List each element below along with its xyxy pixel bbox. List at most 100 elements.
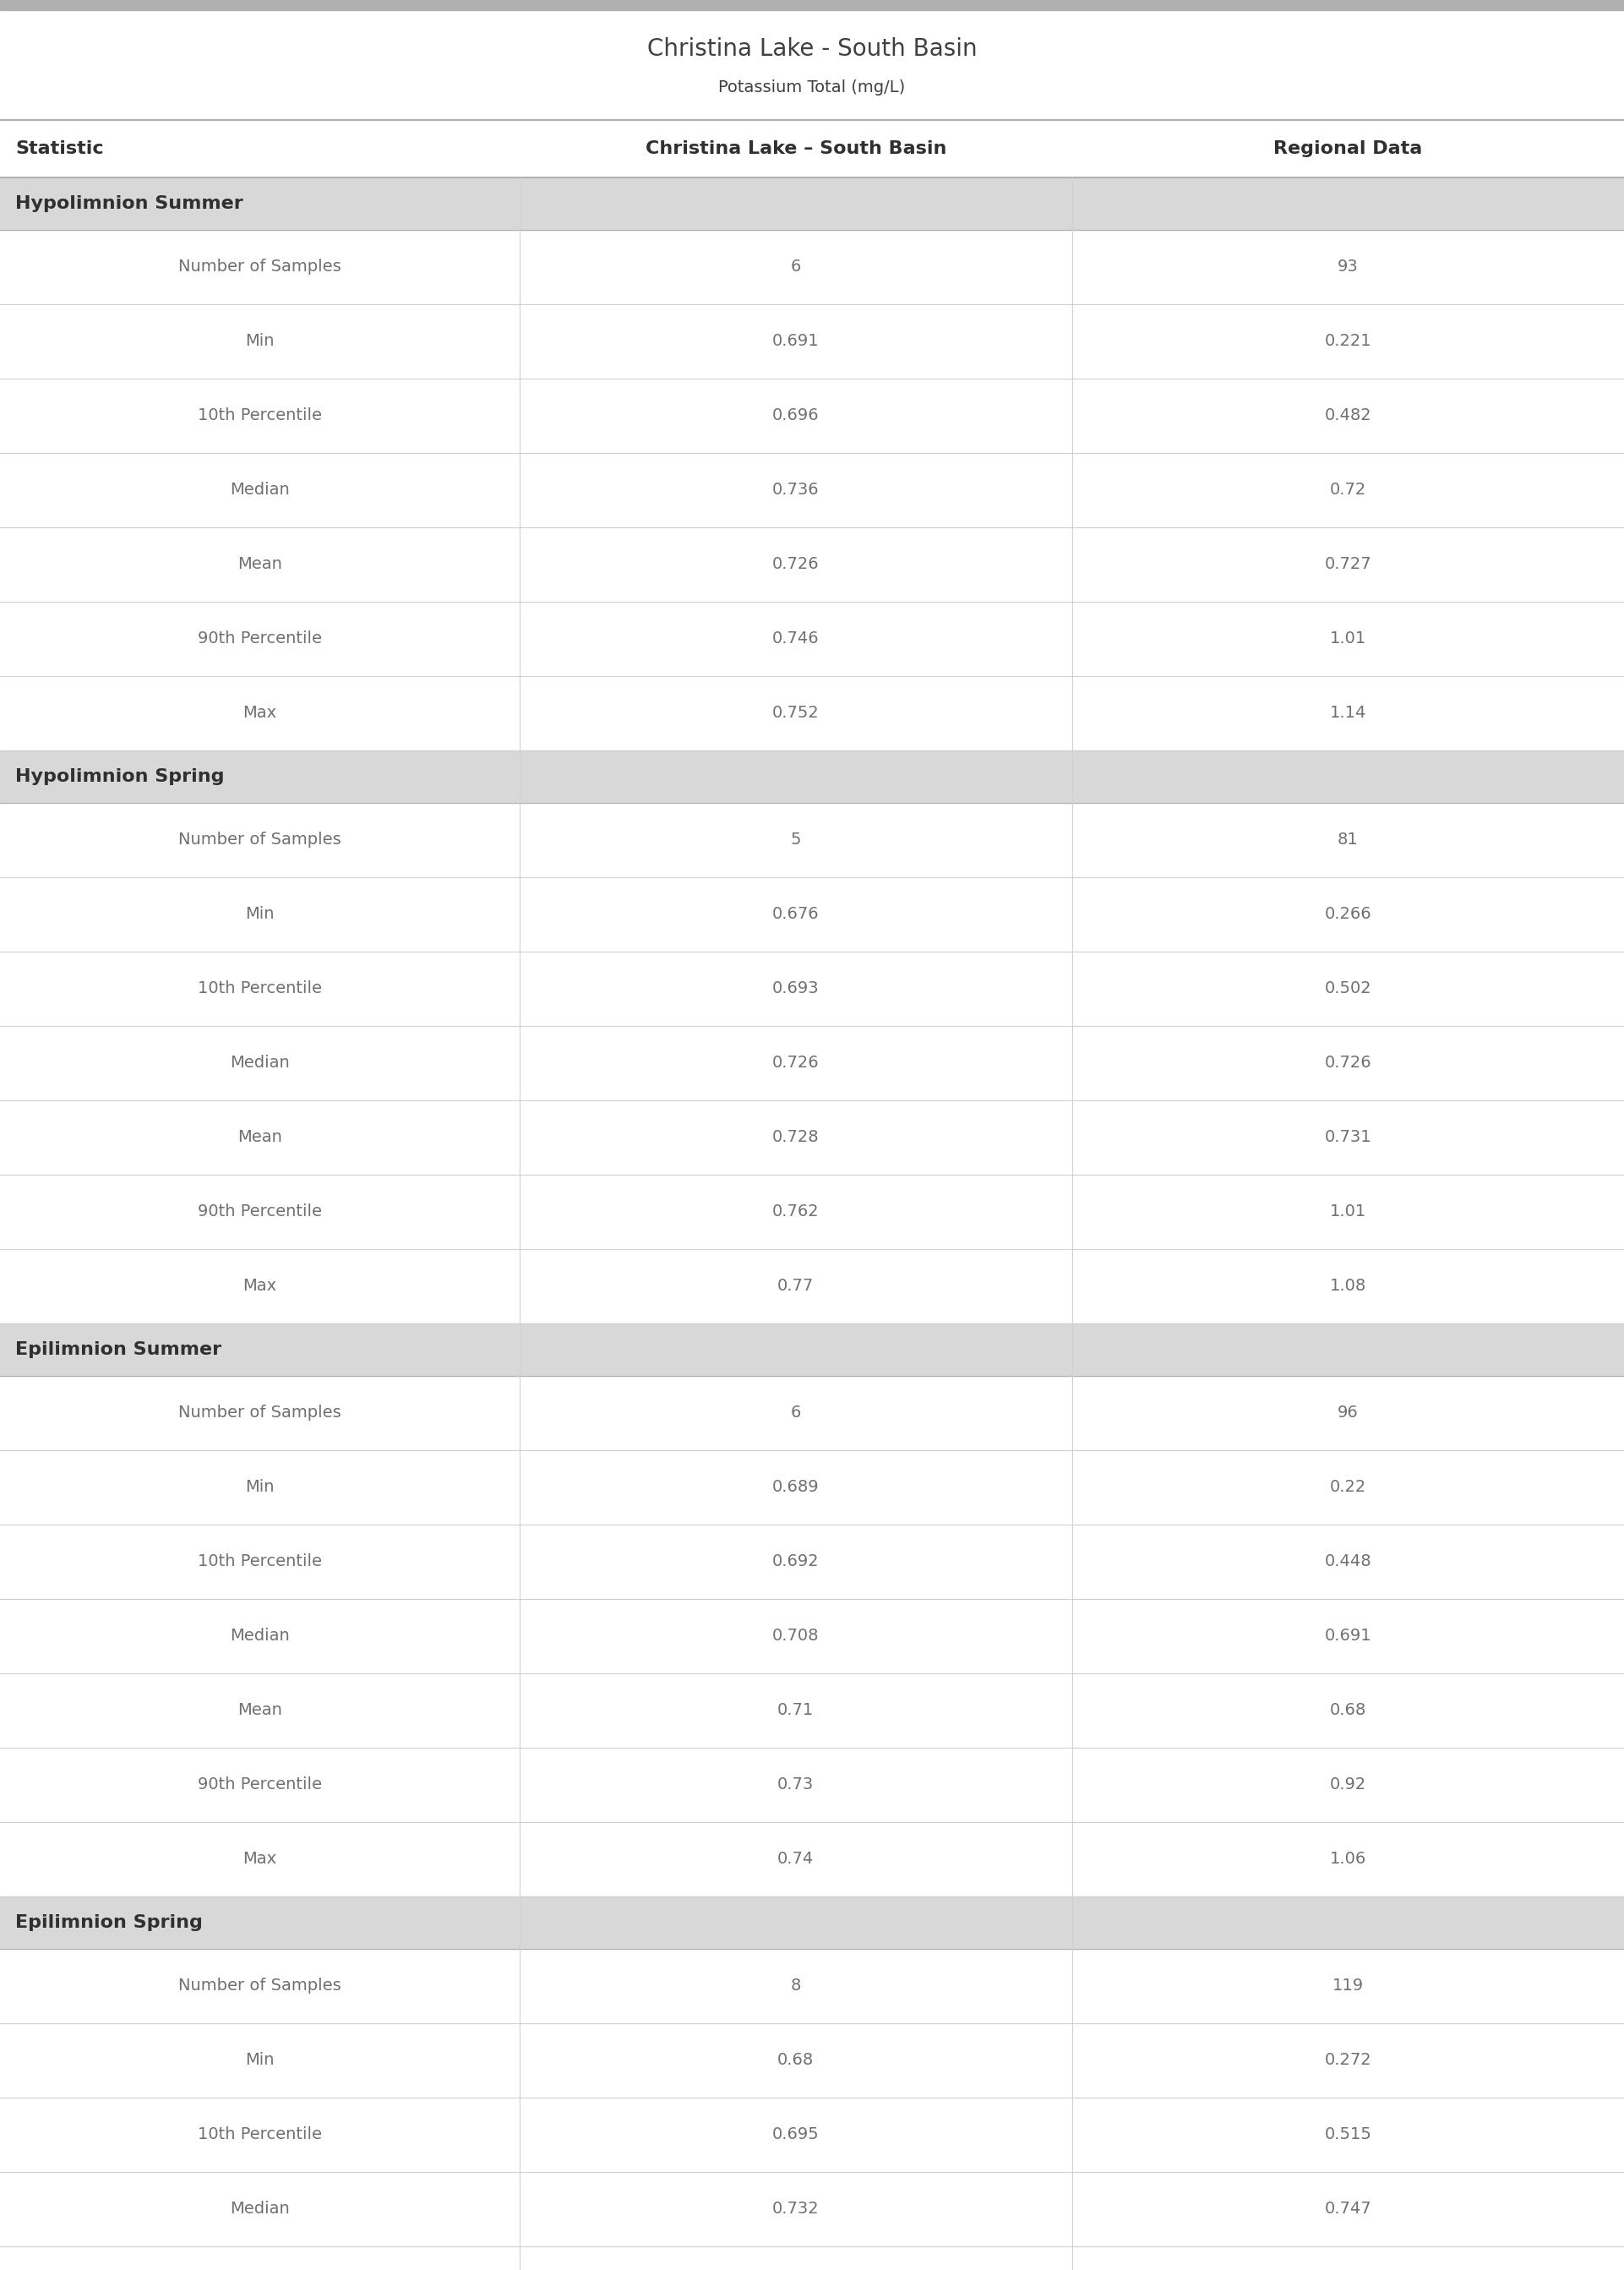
Text: Statistic: Statistic <box>15 141 104 157</box>
Text: 90th Percentile: 90th Percentile <box>198 1203 322 1219</box>
Bar <box>0 1249 1624 1323</box>
Text: Number of Samples: Number of Samples <box>179 833 341 849</box>
Text: 0.502: 0.502 <box>1325 981 1371 997</box>
Text: 0.272: 0.272 <box>1325 2052 1371 2068</box>
Text: 6: 6 <box>791 1405 801 1421</box>
Text: 1.01: 1.01 <box>1330 631 1366 647</box>
Text: 0.736: 0.736 <box>773 481 818 497</box>
Bar <box>0 602 1624 676</box>
Text: 0.71: 0.71 <box>778 1702 814 1718</box>
Text: 0.68: 0.68 <box>778 2052 814 2068</box>
Bar <box>0 454 1624 527</box>
Text: 0.762: 0.762 <box>773 1203 818 1219</box>
Bar <box>0 0 1624 9</box>
Text: Max: Max <box>244 1278 276 1294</box>
Text: 0.221: 0.221 <box>1325 334 1371 350</box>
Text: 0.693: 0.693 <box>773 981 818 997</box>
Text: 0.727: 0.727 <box>1325 556 1371 572</box>
Bar <box>0 676 1624 751</box>
Text: 0.689: 0.689 <box>773 1480 818 1496</box>
Bar <box>0 2247 1624 2270</box>
Text: Median: Median <box>231 1056 289 1071</box>
Text: Number of Samples: Number of Samples <box>179 259 341 275</box>
Bar <box>0 2172 1624 2247</box>
Text: Median: Median <box>231 481 289 497</box>
Bar <box>0 1323 1624 1376</box>
Text: 119: 119 <box>1332 1977 1364 1993</box>
Bar <box>0 177 1624 229</box>
Bar <box>0 229 1624 304</box>
Text: 6: 6 <box>791 259 801 275</box>
Text: 0.92: 0.92 <box>1330 1777 1366 1793</box>
Text: 1.14: 1.14 <box>1330 706 1366 722</box>
Text: 10th Percentile: 10th Percentile <box>198 2127 322 2143</box>
Text: 1.06: 1.06 <box>1330 1852 1366 1868</box>
Text: 0.696: 0.696 <box>773 409 818 424</box>
Text: 0.726: 0.726 <box>773 1056 818 1071</box>
Text: Regional Data: Regional Data <box>1273 141 1423 157</box>
Bar <box>0 2097 1624 2172</box>
Text: 0.692: 0.692 <box>773 1553 818 1571</box>
Text: 10th Percentile: 10th Percentile <box>198 981 322 997</box>
Bar <box>0 379 1624 454</box>
Text: 0.695: 0.695 <box>771 2127 820 2143</box>
Text: Median: Median <box>231 2202 289 2218</box>
Text: Max: Max <box>244 706 276 722</box>
Text: 0.73: 0.73 <box>778 1777 814 1793</box>
Bar <box>0 527 1624 602</box>
Bar <box>0 1823 1624 1895</box>
Text: 90th Percentile: 90th Percentile <box>198 1777 322 1793</box>
Text: 0.732: 0.732 <box>773 2202 818 2218</box>
Text: 10th Percentile: 10th Percentile <box>198 409 322 424</box>
Bar <box>0 2023 1624 2097</box>
Text: 93: 93 <box>1338 259 1358 275</box>
Text: 0.746: 0.746 <box>773 631 818 647</box>
Bar <box>0 876 1624 951</box>
Text: Mean: Mean <box>237 1130 283 1146</box>
Bar <box>0 1895 1624 1950</box>
Text: Christina Lake - South Basin: Christina Lake - South Basin <box>646 36 978 61</box>
Text: 0.731: 0.731 <box>1325 1130 1371 1146</box>
Text: Potassium Total (mg/L): Potassium Total (mg/L) <box>718 79 906 95</box>
Bar <box>0 1950 1624 2023</box>
Text: 0.68: 0.68 <box>1330 1702 1366 1718</box>
Text: Min: Min <box>245 2052 274 2068</box>
Text: Min: Min <box>245 1480 274 1496</box>
Text: 5: 5 <box>791 833 801 849</box>
Bar <box>0 1673 1624 1748</box>
Bar <box>0 1748 1624 1823</box>
Text: 10th Percentile: 10th Percentile <box>198 1553 322 1571</box>
Text: 0.726: 0.726 <box>1325 1056 1371 1071</box>
Text: 0.752: 0.752 <box>771 706 820 722</box>
Text: 0.74: 0.74 <box>778 1852 814 1868</box>
Text: 81: 81 <box>1338 833 1358 849</box>
Text: 0.266: 0.266 <box>1325 906 1371 922</box>
Text: 0.22: 0.22 <box>1330 1480 1366 1496</box>
Text: 1.08: 1.08 <box>1330 1278 1366 1294</box>
Bar <box>0 1174 1624 1249</box>
Text: Min: Min <box>245 906 274 922</box>
Bar <box>0 804 1624 876</box>
Text: Epilimnion Summer: Epilimnion Summer <box>15 1342 221 1357</box>
Bar <box>0 751 1624 804</box>
Text: 0.482: 0.482 <box>1325 409 1371 424</box>
Bar <box>0 1101 1624 1174</box>
Text: 8: 8 <box>791 1977 801 1993</box>
Text: 0.747: 0.747 <box>1325 2202 1371 2218</box>
Text: 0.77: 0.77 <box>778 1278 814 1294</box>
Text: Number of Samples: Number of Samples <box>179 1405 341 1421</box>
Text: 90th Percentile: 90th Percentile <box>198 631 322 647</box>
Text: Max: Max <box>244 1852 276 1868</box>
Text: 0.72: 0.72 <box>1330 481 1366 497</box>
Bar <box>0 1451 1624 1525</box>
Text: Mean: Mean <box>237 1702 283 1718</box>
Text: 0.728: 0.728 <box>773 1130 818 1146</box>
Text: Min: Min <box>245 334 274 350</box>
Text: 0.726: 0.726 <box>773 556 818 572</box>
Text: Christina Lake – South Basin: Christina Lake – South Basin <box>645 141 947 157</box>
Text: 96: 96 <box>1338 1405 1358 1421</box>
Text: Hypolimnion Spring: Hypolimnion Spring <box>15 767 224 785</box>
Bar <box>0 304 1624 379</box>
Bar <box>0 1598 1624 1673</box>
Text: 0.708: 0.708 <box>773 1628 818 1643</box>
